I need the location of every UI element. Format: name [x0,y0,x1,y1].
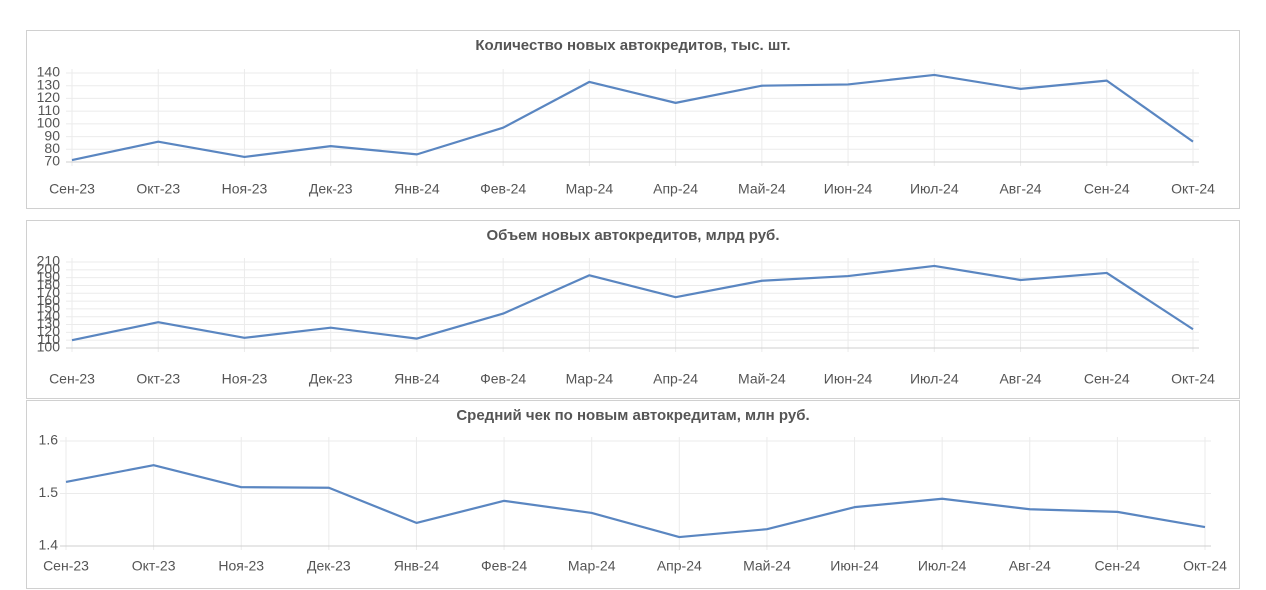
x-tick-label: Май-24 [738,181,786,197]
y-tick-label: 180 [37,276,61,292]
x-tick-label: Фев-24 [480,181,526,197]
x-tick-label: Сен-24 [1084,181,1130,197]
x-tick-label: Янв-24 [394,181,440,197]
y-tick-label: 120 [37,89,61,105]
x-tick-label: Авг-24 [1009,558,1051,574]
line [65,464,1206,539]
y-tick-label: 110 [38,331,61,347]
x-tick-label: Сен-24 [1084,371,1130,387]
y-tick-label: 70 [44,153,60,169]
x-tick-label: Сен-23 [49,181,95,197]
x-tick-label: Авг-24 [999,181,1041,197]
chart-title: Количество новых автокредитов, тыс. шт. [475,37,790,54]
panel [26,220,1240,399]
x-tick-label: Ноя-23 [222,181,268,197]
y-tick-label: 140 [37,307,61,323]
line [71,73,1194,162]
x-tick-label: Дек-23 [309,371,353,387]
y-tick-label: 150 [37,300,61,316]
x-tick-label: Фев-24 [480,371,526,387]
y-tick-label: 80 [44,140,60,156]
y-tick-label: 140 [37,64,61,80]
y-tick-label: 190 [37,268,61,284]
x-tick-label: Окт-24 [1183,558,1227,574]
x-tick-label: Фев-24 [481,558,527,574]
line [71,264,1194,342]
x-tick-label: Мар-24 [566,371,614,387]
x-tick-label: Дек-23 [309,181,353,197]
y-tick-label: 1.5 [39,484,59,500]
y-tick-label: 90 [44,127,60,143]
x-tick-label: Сен-24 [1094,558,1140,574]
x-tick-label: Мар-24 [568,558,616,574]
x-tick-label: Дек-23 [307,558,351,574]
x-tick-label: Сен-23 [43,558,89,574]
x-tick-label: Окт-23 [136,371,180,387]
y-tick-label: 210 [37,253,61,269]
x-tick-label: Июл-24 [918,558,967,574]
x-tick-label: Окт-24 [1171,181,1215,197]
y-tick-label: 1.6 [39,432,59,448]
x-tick-label: Янв-24 [394,371,440,387]
chart-title: Объем новых автокредитов, млрд руб. [487,227,780,244]
y-tick-label: 200 [37,261,61,277]
x-tick-label: Июн-24 [830,558,879,574]
chart-title: Средний чек по новым автокредитам, млн р… [456,407,809,424]
x-tick-label: Апр-24 [657,558,702,574]
x-tick-label: Апр-24 [653,181,698,197]
y-tick-label: 120 [37,323,61,339]
x-tick-label: Июн-24 [824,181,873,197]
x-tick-label: Июл-24 [910,371,959,387]
x-tick-label: Янв-24 [394,558,440,574]
x-tick-label: Авг-24 [999,371,1041,387]
x-tick-label: Июн-24 [824,371,873,387]
y-tick-label: 170 [37,284,61,300]
x-tick-label: Мар-24 [566,181,614,197]
panel [26,400,1240,589]
panel [26,30,1240,209]
x-tick-label: Окт-23 [132,558,176,574]
y-tick-label: 1.4 [39,537,59,553]
x-tick-label: Окт-23 [136,181,180,197]
y-tick-label: 160 [37,292,61,308]
x-tick-label: Июл-24 [910,181,959,197]
x-tick-label: Ноя-23 [218,558,264,574]
x-tick-label: Май-24 [738,371,786,387]
x-tick-label: Окт-24 [1171,371,1215,387]
x-tick-label: Сен-23 [49,371,95,387]
y-tick-label: 110 [38,102,61,118]
x-tick-label: Май-24 [743,558,791,574]
y-tick-label: 100 [37,339,61,355]
x-tick-label: Апр-24 [653,371,698,387]
x-tick-label: Ноя-23 [222,371,268,387]
y-tick-label: 100 [37,115,61,131]
y-tick-label: 130 [37,76,61,92]
y-tick-label: 130 [37,315,61,331]
